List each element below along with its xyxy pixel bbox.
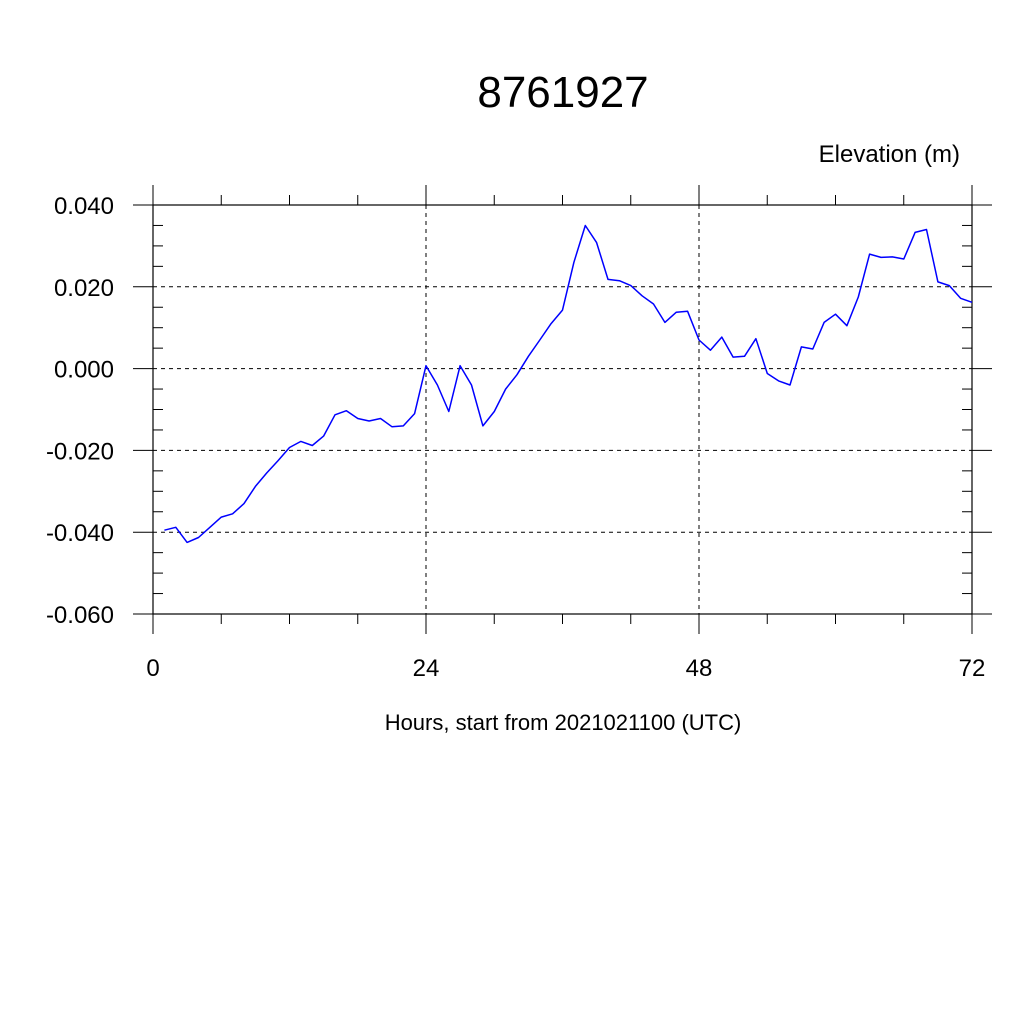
x-tick-label: 24 xyxy=(413,655,440,682)
chart-title: 8761927 xyxy=(477,68,648,117)
plot-frame xyxy=(152,204,973,615)
y-tick-label: -0.040 xyxy=(46,520,114,547)
y-tick-label: -0.060 xyxy=(46,602,114,629)
x-axis-label: Hours, start from 2021021100 (UTC) xyxy=(385,710,742,735)
x-tick-label: 48 xyxy=(686,655,713,682)
y-tick-label: 0.020 xyxy=(54,275,114,302)
x-tick-label: 72 xyxy=(959,655,986,682)
tick-marks xyxy=(133,185,992,634)
plot-border xyxy=(152,204,973,615)
series-layer xyxy=(164,224,973,544)
x-tick-label: 0 xyxy=(146,655,159,682)
y-tick-label: 0.000 xyxy=(54,357,114,384)
y-tick-label: -0.020 xyxy=(46,438,114,465)
tick-labels: 0 24 48 72 -0.060 -0.040 -0.020 0.000 0.020 0.040 xyxy=(46,193,985,682)
series-line xyxy=(164,224,973,544)
y-axis-label: Elevation (m) xyxy=(819,141,960,168)
y-tick-label: 0.040 xyxy=(54,193,114,220)
grid-lines xyxy=(153,205,972,614)
